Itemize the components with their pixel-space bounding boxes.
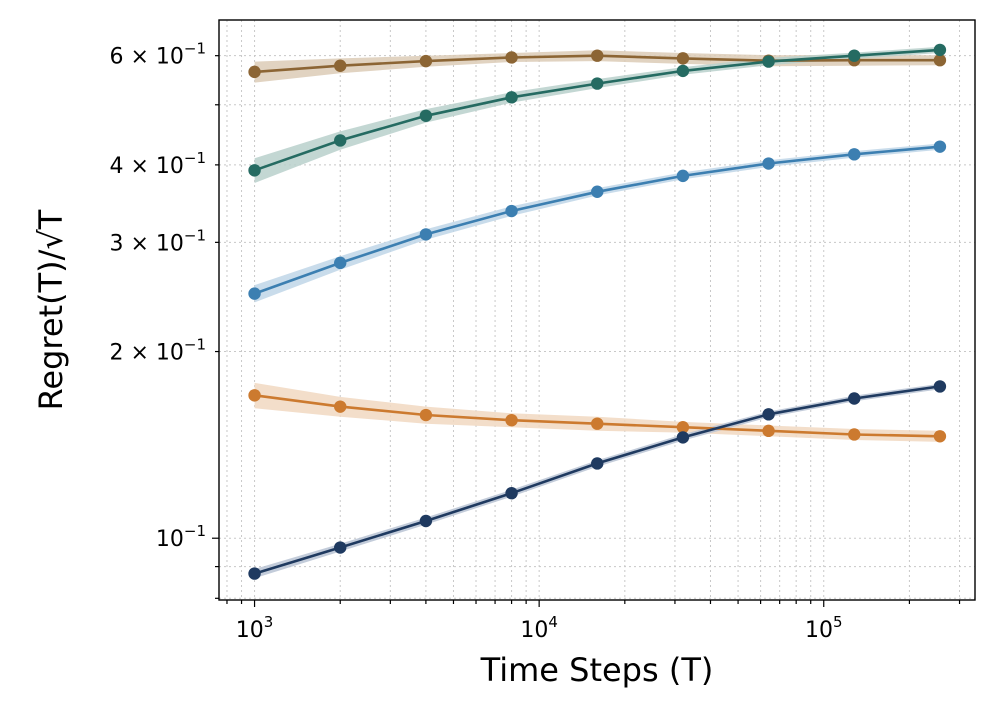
x-tick-label: 103 xyxy=(236,613,274,643)
point-blue xyxy=(676,169,690,183)
point-teal xyxy=(334,134,347,147)
y-tick-label: 6 × 10−1 xyxy=(109,40,206,70)
point-navy xyxy=(248,567,261,580)
point-navy xyxy=(676,431,690,444)
point-brown xyxy=(505,51,518,64)
tick-labels: 103 104 105 10−1 2 × 10−1 3 × 10−1 4 × 10−1 6 ×… xyxy=(109,40,842,643)
point-orange xyxy=(762,424,775,438)
point-teal xyxy=(848,49,861,62)
band-blue xyxy=(254,143,940,303)
grid xyxy=(219,20,975,600)
point-orange xyxy=(505,413,518,427)
confidence-bands xyxy=(254,46,940,579)
point-blue xyxy=(248,287,261,300)
point-orange xyxy=(676,421,690,434)
point-blue xyxy=(933,140,947,153)
point-brown xyxy=(248,65,261,79)
point-orange xyxy=(591,417,604,430)
point-navy xyxy=(591,457,604,470)
point-blue xyxy=(419,228,433,241)
x-tick-label: 104 xyxy=(520,613,558,643)
axis-ticks xyxy=(212,55,961,607)
point-blue xyxy=(848,148,861,161)
y-tick-label: 10−1 xyxy=(156,522,206,552)
y-tick-label: 4 × 10−1 xyxy=(109,149,206,179)
point-blue xyxy=(505,204,518,218)
point-brown xyxy=(676,52,690,65)
point-orange xyxy=(334,400,347,413)
plot-frame xyxy=(218,19,976,601)
point-teal xyxy=(676,64,690,78)
point-blue xyxy=(334,256,347,270)
point-teal xyxy=(248,164,261,177)
point-navy xyxy=(762,408,775,421)
series-points xyxy=(248,43,947,580)
point-brown xyxy=(591,49,604,62)
point-navy xyxy=(933,380,947,393)
point-navy xyxy=(848,392,861,405)
point-blue xyxy=(591,185,604,198)
point-navy xyxy=(419,514,433,528)
point-teal xyxy=(762,55,775,68)
point-teal xyxy=(933,43,947,57)
point-orange xyxy=(419,408,433,422)
point-navy xyxy=(505,486,518,500)
y-axis-title: Regret(T)/√T xyxy=(32,209,70,410)
point-teal xyxy=(505,91,518,104)
point-brown xyxy=(933,54,947,67)
point-brown xyxy=(334,59,347,72)
x-tick-label: 105 xyxy=(805,613,843,643)
point-orange xyxy=(933,430,947,443)
point-teal xyxy=(419,109,433,122)
point-navy xyxy=(334,541,347,554)
y-tick-label: 3 × 10−1 xyxy=(109,226,206,256)
point-teal xyxy=(591,77,604,90)
line-blue xyxy=(254,145,941,295)
y-tick-label: 2 × 10−1 xyxy=(109,336,206,366)
point-blue xyxy=(762,157,775,170)
point-brown xyxy=(419,54,433,68)
point-orange xyxy=(248,389,261,402)
x-axis-title: Time Steps (T) xyxy=(480,651,714,689)
point-orange xyxy=(848,428,861,441)
